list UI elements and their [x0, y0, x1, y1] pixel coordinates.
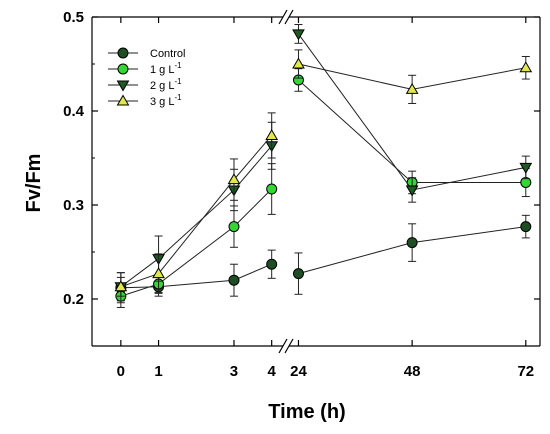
- series-2-g-l-1: [114, 24, 533, 297]
- series-1-g-l-1: [115, 68, 532, 308]
- x-tick-label: 48: [404, 363, 421, 380]
- data-point-2-g-l-1: [292, 29, 305, 41]
- ticks-layer: 0.2 0.3 0.4 0.5 0 1 3 4 24 48 72: [63, 9, 540, 380]
- axis-break-mark: [278, 9, 288, 25]
- x-tick-label: 3: [230, 363, 238, 380]
- x-tick-label: 4: [268, 363, 277, 380]
- data-point-1-g-l-1: [228, 221, 240, 233]
- axis-break-mark: [278, 338, 288, 354]
- legend-label-superscript: -1: [174, 77, 182, 86]
- series-line-3-g-l-1: [120, 135, 273, 288]
- legend-label-1-g-l-1: 1 g L-1: [150, 61, 182, 76]
- y-tick-label: 0.4: [63, 103, 85, 120]
- data-point-control: [406, 237, 418, 249]
- data-point-3-g-l-1: [227, 173, 241, 185]
- axis-break-mark: [284, 338, 294, 354]
- data-point-1-g-l-1: [266, 183, 278, 195]
- data-point-control: [520, 221, 532, 233]
- y-tick-label: 0.3: [63, 197, 84, 214]
- legend-marker-2-g-l-1: [116, 80, 130, 92]
- legend-label-2-g-l-1: 2 g L-1: [150, 77, 182, 92]
- legend-label-text: 3 g L: [150, 96, 174, 108]
- y-axis-title: Fv/Fm: [23, 154, 45, 213]
- legend-label-text: 2 g L: [150, 80, 174, 92]
- x-axis-title: Time (h): [268, 401, 345, 423]
- legend-label-3-g-l-1: 3 g L-1: [150, 93, 182, 108]
- series-layer: [114, 24, 533, 308]
- legend-label-superscript: -1: [174, 61, 182, 70]
- legend-label-control: Control: [150, 48, 185, 60]
- data-point-3-g-l-1: [405, 82, 419, 94]
- legend-marker-1-g-l-1: [117, 63, 129, 75]
- x-tick-label: 0: [117, 363, 125, 380]
- x-tick-label: 1: [154, 363, 162, 380]
- x-tick-label: 24: [290, 363, 307, 380]
- y-tick-label: 0.5: [63, 9, 84, 26]
- plot-frame: [91, 9, 541, 354]
- y-tick-label: 0.2: [63, 291, 84, 308]
- data-point-3-g-l-1: [519, 61, 533, 73]
- legend-label-superscript: -1: [174, 93, 182, 102]
- data-point-3-g-l-1: [152, 267, 165, 279]
- series-3-g-l-1: [114, 49, 533, 302]
- legend-marker-control: [117, 47, 129, 59]
- data-point-3-g-l-1: [114, 280, 128, 292]
- series-control: [115, 214, 532, 304]
- data-point-control: [292, 268, 304, 280]
- data-point-control: [228, 274, 240, 286]
- legend-label-text: 1 g L: [150, 64, 174, 76]
- legend-label-text: Control: [150, 48, 185, 60]
- data-point-3-g-l-1: [265, 128, 279, 140]
- data-point-2-g-l-1: [405, 185, 419, 197]
- x-tick-label: 72: [517, 363, 534, 380]
- data-point-control: [266, 258, 278, 270]
- series-line-2-g-l-1: [298, 33, 526, 191]
- series-line-control: [120, 263, 272, 289]
- series-line-1-g-l-1: [120, 188, 273, 297]
- legend-marker-3-g-l-1: [116, 94, 130, 106]
- data-point-2-g-l-1: [519, 162, 533, 174]
- series-line-2-g-l-1: [120, 145, 273, 288]
- axis-break-mark: [284, 9, 294, 25]
- data-point-3-g-l-1: [292, 57, 305, 69]
